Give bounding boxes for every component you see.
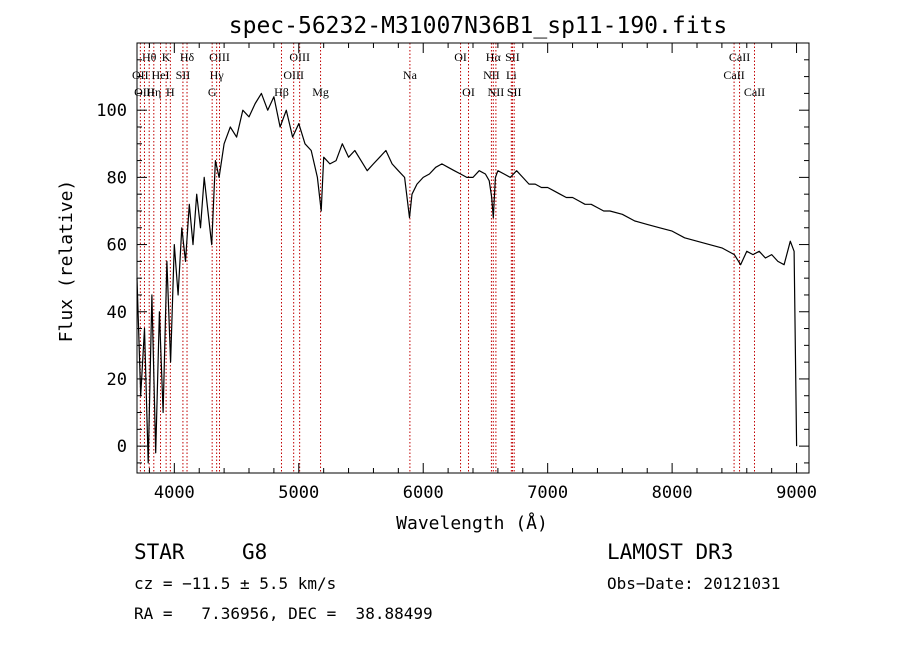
y-tick-label-3: 60 bbox=[107, 236, 127, 256]
line-marker-label-10: Hγ bbox=[210, 68, 225, 82]
y-tick-label-1: 20 bbox=[107, 370, 127, 390]
line-marker-label-24: SII bbox=[507, 85, 522, 99]
line-marker-label-1: OII bbox=[132, 68, 149, 82]
x-tick-label-3: 7000 bbox=[527, 483, 568, 503]
axes: 4000 5000 6000 7000 8000 9000 0 20 40 60 80 100 bbox=[96, 43, 817, 503]
line-marker-label-20: NII bbox=[483, 68, 500, 82]
line-marker-label-6: H bbox=[166, 85, 175, 99]
spectrum-series bbox=[136, 92, 798, 464]
line-marker-label-4: K bbox=[162, 50, 171, 64]
y-tick-label-4: 80 bbox=[107, 168, 127, 188]
line-marker-label-11: G bbox=[208, 85, 217, 99]
survey-name: LAMOST DR3 bbox=[607, 540, 734, 564]
line-marker-label-14: Hβ bbox=[274, 85, 289, 99]
line-marker-label-18: OI bbox=[462, 85, 475, 99]
x-axis-label: Wavelength (Å) bbox=[396, 512, 548, 534]
line-marker-label-8: Hδ bbox=[180, 50, 195, 64]
line-marker-label-25: CaII bbox=[729, 50, 750, 64]
coordinates: RA = 7.36956, DEC = 38.88499 bbox=[134, 604, 433, 623]
x-tick-label-1: 5000 bbox=[278, 483, 319, 503]
x-tick-label-4: 8000 bbox=[652, 483, 693, 503]
line-marker-label-21: NII bbox=[488, 85, 505, 99]
line-marker-label-17: OI bbox=[454, 50, 467, 64]
line-marker-label-23: Li bbox=[506, 68, 517, 82]
chart-title: spec-56232-M31007N36B1_sp11-190.fits bbox=[229, 13, 728, 39]
y-axis-label: Flux (relative) bbox=[56, 180, 77, 343]
line-marker-label-12: OIII bbox=[289, 50, 310, 64]
line-marker-label-2: OIII bbox=[134, 85, 155, 99]
line-marker-label-27: CaII bbox=[744, 85, 765, 99]
observation-date: Obs−Date: 20121031 bbox=[607, 574, 781, 593]
redshift-velocity: cz = −11.5 ± 5.5 km/s bbox=[134, 574, 337, 593]
x-tick-label-2: 6000 bbox=[403, 483, 444, 503]
x-tick-label-0: 4000 bbox=[154, 483, 195, 503]
y-tick-label-0: 0 bbox=[117, 437, 127, 457]
object-class: STAR bbox=[134, 540, 185, 564]
y-tick-label-2: 40 bbox=[107, 303, 127, 323]
line-marker-label-5: HeI bbox=[152, 68, 170, 82]
line-marker-label-0: Hθ bbox=[142, 50, 157, 64]
spectral-subclass: G8 bbox=[242, 540, 268, 564]
line-marker-label-7: SII bbox=[176, 68, 191, 82]
line-marker-label-19: Hα bbox=[486, 50, 502, 64]
line-marker-label-26: CaII bbox=[723, 68, 744, 82]
plot-frame bbox=[136, 42, 810, 474]
series-line-flux bbox=[136, 92, 798, 464]
line-marker-label-13: OIII bbox=[283, 68, 304, 82]
line-marker-label-9: OIII bbox=[209, 50, 230, 64]
line-marker-label-16: Na bbox=[403, 68, 418, 82]
x-tick-label-5: 9000 bbox=[776, 483, 817, 503]
y-tick-label-5: 100 bbox=[96, 101, 127, 121]
line-marker-label-22: SII bbox=[505, 50, 520, 64]
line-marker-label-3: Hη bbox=[146, 85, 161, 99]
line-marker-label-15: Mg bbox=[312, 85, 329, 99]
